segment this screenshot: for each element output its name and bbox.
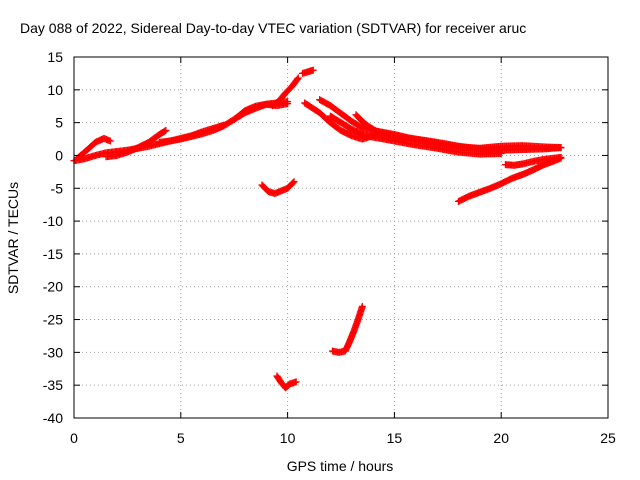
- series-track-m: [501, 153, 565, 169]
- data-point: [290, 178, 298, 186]
- data-points: [70, 66, 565, 392]
- x-tick-label: 15: [387, 430, 403, 446]
- y-tick-label: -40: [43, 410, 63, 426]
- data-point: [284, 100, 292, 108]
- y-tick-label: -5: [51, 180, 64, 196]
- y-tick-label: 10: [47, 82, 63, 98]
- x-tick-labels: 0 5 10 15 20 25: [70, 430, 616, 446]
- y-tick-label: -20: [43, 279, 63, 295]
- series-track-j: [326, 112, 505, 158]
- y-axis-label: SDTVAR / TECUs: [5, 182, 21, 294]
- data-point: [162, 127, 170, 135]
- y-tick-label: 15: [47, 49, 63, 65]
- x-tick-label: 5: [177, 430, 185, 446]
- series-track-k: [352, 111, 409, 142]
- y-tick-label: -30: [43, 344, 63, 360]
- x-tick-label: 0: [70, 430, 78, 446]
- plot-frame: [73, 56, 609, 419]
- grid: [74, 57, 608, 418]
- y-tick-label: -10: [43, 213, 63, 229]
- data-point: [294, 74, 302, 82]
- y-tick-label: -15: [43, 246, 63, 262]
- series-track-c: [102, 127, 170, 161]
- data-point: [557, 144, 565, 152]
- chart-title: Day 088 of 2022, Sidereal Day-to-day VTE…: [20, 20, 526, 36]
- data-point: [106, 137, 114, 145]
- series-track-d: [155, 121, 228, 146]
- data-point: [557, 153, 565, 161]
- y-tick-label: -25: [43, 312, 63, 328]
- data-point: [220, 121, 228, 129]
- y-tick-label: 0: [55, 147, 63, 163]
- x-tick-label: 10: [280, 430, 296, 446]
- data-point: [289, 179, 297, 187]
- y-tick-label: -35: [43, 377, 63, 393]
- x-tick-label: 20: [493, 430, 509, 446]
- series-track-n: [258, 178, 298, 198]
- data-point: [293, 75, 301, 83]
- axis-ticks: [73, 56, 609, 419]
- y-tick-label: 5: [55, 115, 63, 131]
- series-track-o: [328, 302, 366, 356]
- series-track-f: [269, 74, 302, 110]
- data-point: [161, 127, 169, 135]
- data-point: [401, 134, 409, 142]
- data-point: [309, 66, 317, 74]
- y-tick-labels: 15 10 5 0 -5 -10 -15 -20 -25 -30 -35 -40: [43, 49, 63, 426]
- x-tick-label: 25: [600, 430, 616, 446]
- data-point: [358, 302, 366, 310]
- series-track-p: [273, 372, 300, 392]
- series-track-g: [299, 66, 317, 77]
- x-axis-label: GPS time / hours: [287, 458, 394, 474]
- data-point: [497, 149, 505, 157]
- data-point: [292, 378, 300, 386]
- series-track-b: [74, 134, 114, 161]
